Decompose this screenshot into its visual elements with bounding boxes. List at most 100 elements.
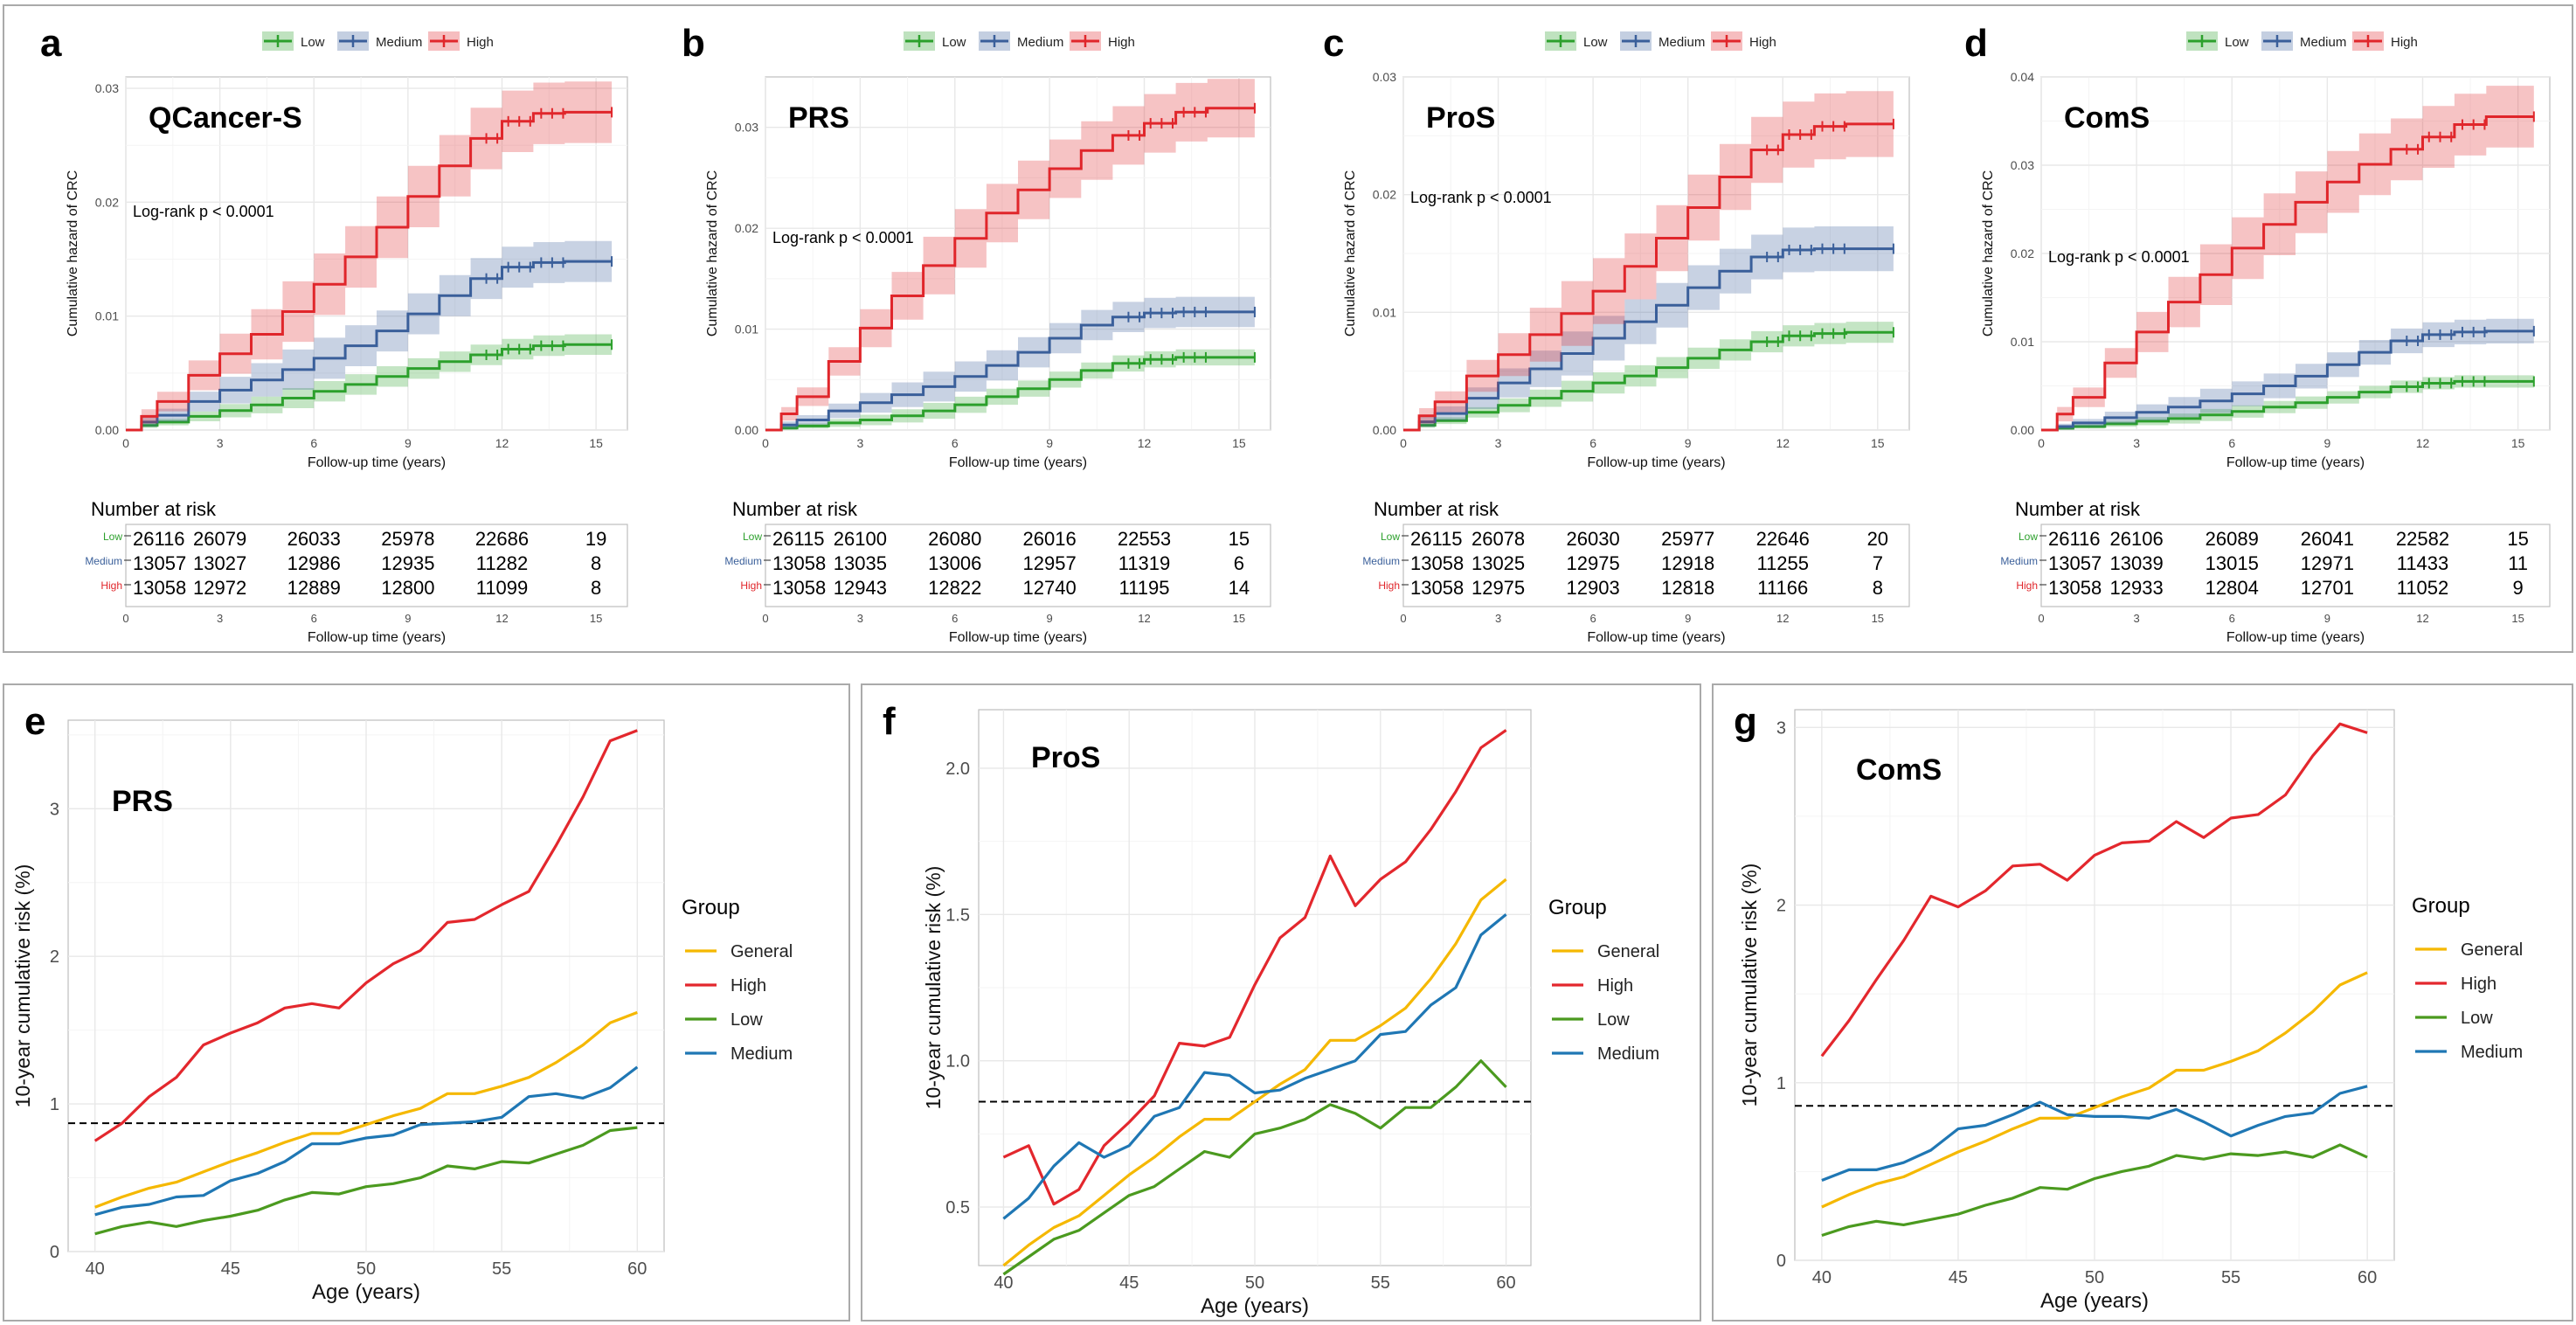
risk-cell: 25977 [1661, 528, 1714, 550]
risk-cell: 26106 [2110, 528, 2164, 550]
risk-row-label-high: High [1378, 579, 1400, 592]
risk-row-label-medium: Medium [1362, 555, 1400, 567]
x-tick-label: 15 [1232, 436, 1246, 450]
x-tick-label: 40 [1812, 1268, 1832, 1287]
risk-cell: 13058 [772, 552, 826, 574]
log-rank-annotation: Log-rank p < 0.0001 [133, 203, 274, 220]
risk-row-label-low: Low [103, 531, 122, 543]
x-tick-label: 55 [1371, 1273, 1390, 1293]
x-tick-label: 9 [1046, 436, 1053, 450]
risk-table-box [2040, 524, 2551, 607]
risk-x-tick: 6 [952, 612, 958, 625]
legend-item-medium: Medium [1552, 1044, 1659, 1064]
risk-cell: 13039 [2110, 552, 2164, 574]
risk-cell: 26078 [1472, 528, 1525, 550]
x-tick-label: 0 [122, 436, 129, 450]
series-line-high [1820, 722, 2368, 1058]
chart-title: ProS [1031, 741, 1100, 774]
legend-label: Low [301, 35, 325, 50]
x-tick-label: 0 [2038, 436, 2045, 450]
risk-cell: 12971 [2301, 552, 2354, 574]
risk-cell: 11282 [476, 552, 529, 574]
legend-label: Medium [376, 35, 422, 50]
plot-area [765, 76, 1271, 431]
risk-x-axis-title: Follow-up time (years) [308, 630, 446, 645]
risk-cell: 13058 [1410, 552, 1464, 574]
series-line-low [1821, 1143, 2368, 1238]
risk-cell: 11 [2508, 552, 2528, 574]
risk-cell: 8 [591, 577, 601, 599]
x-tick-label: 50 [357, 1259, 376, 1279]
x-tick-label: 45 [1949, 1268, 1968, 1287]
risk-cell: 8 [1873, 577, 1883, 599]
x-tick-label: 6 [952, 436, 959, 450]
legend-item-low: Low [2415, 1009, 2493, 1028]
x-tick-label: 60 [1496, 1273, 1515, 1293]
ci-band-low [765, 349, 1255, 430]
ci-band-medium [765, 296, 1255, 430]
risk-x-tick: 15 [2511, 612, 2524, 625]
legend-label: High [2461, 975, 2496, 994]
y-tick-label: 0.03 [735, 121, 758, 135]
chart-title: ProS [1426, 101, 1495, 135]
legend-title: Group [1548, 896, 1607, 919]
series-line-medium [94, 1065, 639, 1217]
risk-cell: 12804 [2206, 577, 2259, 599]
risk-x-tick: 6 [311, 612, 317, 625]
log-rank-annotation: Log-rank p < 0.0001 [1410, 189, 1552, 206]
legend-item-medium: Medium [979, 31, 1063, 51]
x-tick-label: 50 [2085, 1268, 2104, 1287]
legend-item-high: High [2352, 31, 2418, 51]
legend-item-medium: Medium [2415, 1043, 2523, 1062]
risk-cell: 26033 [287, 528, 341, 550]
x-axis-title: Follow-up time (years) [2226, 455, 2365, 470]
legend-label: High [1597, 976, 1633, 995]
x-tick-label: 0 [762, 436, 769, 450]
risk-cell: 22646 [1756, 528, 1810, 550]
series-line-low [2041, 379, 2534, 432]
risk-cell: 12800 [381, 577, 434, 599]
risk-cell: 13027 [193, 552, 246, 574]
series-line-medium [2041, 330, 2534, 432]
risk-cell: 12822 [928, 577, 981, 599]
ci-band-medium [2041, 318, 2534, 430]
risk-cell: 12975 [1472, 577, 1525, 599]
ci-band-high [2041, 86, 2534, 430]
series-line-high [2041, 115, 2534, 432]
x-tick-label: 15 [1871, 436, 1885, 450]
x-axis-title: Age (years) [1201, 1294, 1309, 1318]
risk-cell: 13058 [133, 577, 186, 599]
risk-row-label-low: Low [2019, 531, 2038, 543]
risk-table-title: Number at risk [1374, 498, 1499, 520]
legend-item-high: High [685, 976, 766, 995]
risk-x-axis-title: Follow-up time (years) [1587, 630, 1725, 645]
x-tick-label: 9 [2323, 436, 2330, 450]
x-tick-label: 40 [994, 1273, 1013, 1293]
y-tick-label: 0.5 [945, 1198, 970, 1217]
risk-cell: 11195 [1119, 577, 1170, 599]
y-tick-label: 0.04 [2011, 70, 2034, 84]
risk-x-tick: 6 [2229, 612, 2235, 625]
panel-b: b Low Medium High 0.00 0.01 0.02 0.03 0 3 6 9 12 15 Fo… [682, 22, 1271, 645]
y-tick-label: 1.0 [945, 1052, 970, 1072]
chart-title: ComS [1856, 753, 1942, 787]
y-tick-label: 1.5 [945, 905, 970, 925]
series-line-medium [126, 260, 613, 432]
legend-item-general: General [2415, 940, 2523, 960]
risk-row-label-high: High [2016, 579, 2038, 592]
y-tick-label: 0.00 [95, 423, 119, 437]
risk-x-tick: 12 [2416, 612, 2428, 625]
risk-cell: 12889 [287, 577, 341, 599]
log-rank-annotation: Log-rank p < 0.0001 [2048, 248, 2190, 266]
y-tick-label: 0.00 [1373, 423, 1396, 437]
series-line-general [1002, 878, 1507, 1267]
x-tick-label: 45 [221, 1259, 240, 1279]
y-axis-title: Cumulative hazard of CRC [1343, 170, 1358, 336]
risk-cell: 13058 [772, 577, 826, 599]
legend-item-low: Low [262, 31, 325, 51]
x-axis-title: Follow-up time (years) [1587, 455, 1725, 470]
risk-cell: 26115 [772, 528, 825, 550]
risk-x-tick: 12 [1138, 612, 1150, 625]
risk-cell: 12903 [1567, 577, 1620, 599]
panel-a: a Low Medium High 0.00 0.01 0.02 0.03 0 3 6 9 12 15 Fo… [40, 22, 628, 645]
